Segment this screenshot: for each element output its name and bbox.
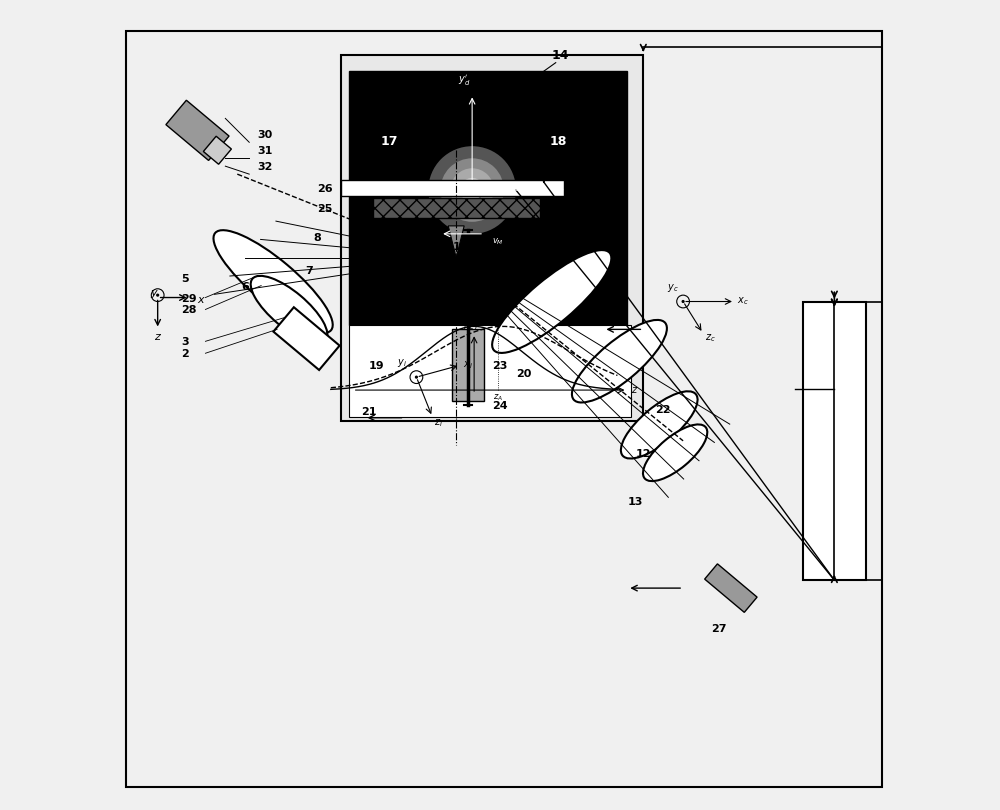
Polygon shape (448, 226, 464, 258)
Circle shape (156, 293, 159, 296)
Ellipse shape (572, 320, 667, 403)
Text: 30: 30 (257, 130, 272, 140)
Ellipse shape (251, 276, 327, 343)
Bar (341, 181, 564, 196)
Text: 26: 26 (317, 185, 333, 194)
Text: $z_A$: $z_A$ (493, 393, 503, 403)
Bar (341, 55, 643, 421)
Text: 28: 28 (182, 305, 197, 315)
Circle shape (450, 168, 494, 212)
Text: 27: 27 (711, 624, 726, 634)
Text: 2: 2 (182, 349, 189, 359)
Text: 12: 12 (635, 449, 651, 458)
Bar (273, 307, 340, 370)
Circle shape (467, 185, 477, 195)
Text: $z_i$: $z_i$ (434, 417, 443, 428)
Circle shape (682, 300, 685, 303)
Bar (349, 326, 631, 417)
Bar (349, 70, 627, 326)
Text: $x$: $x$ (197, 295, 206, 305)
Text: $I(z)$: $I(z)$ (463, 321, 477, 332)
Text: 17: 17 (381, 135, 398, 148)
Text: 21: 21 (361, 407, 376, 416)
Text: 14: 14 (552, 49, 569, 62)
Text: $z$: $z$ (631, 385, 639, 395)
Bar (373, 198, 540, 218)
Text: $y_d'$: $y_d'$ (458, 73, 470, 87)
Text: 25: 25 (317, 204, 332, 215)
Ellipse shape (621, 391, 698, 458)
Text: 10: 10 (452, 241, 468, 252)
Text: 31: 31 (257, 147, 273, 156)
Ellipse shape (213, 230, 333, 333)
Circle shape (415, 376, 418, 379)
Bar (803, 301, 866, 580)
Bar (203, 136, 231, 164)
Text: $z$: $z$ (154, 332, 162, 342)
Text: $y$: $y$ (150, 288, 159, 300)
Text: $y_i$: $y_i$ (397, 357, 406, 369)
Bar (166, 100, 229, 160)
Text: $v_M$: $v_M$ (492, 237, 504, 247)
Text: 6: 6 (241, 282, 249, 292)
Circle shape (440, 158, 504, 222)
Text: 18: 18 (549, 135, 567, 148)
Text: 9: 9 (400, 222, 408, 232)
Text: 24: 24 (492, 401, 508, 411)
Text: 23: 23 (492, 361, 507, 371)
Text: $z_c$: $z_c$ (705, 332, 716, 343)
Bar (452, 330, 484, 401)
Circle shape (477, 191, 483, 197)
Text: $x_d'$: $x_d'$ (552, 183, 564, 198)
Text: $x_c$: $x_c$ (737, 296, 749, 308)
Text: 19: 19 (369, 361, 384, 371)
Text: 7: 7 (305, 266, 313, 275)
Text: 22: 22 (655, 405, 671, 415)
Ellipse shape (643, 424, 707, 481)
Circle shape (428, 146, 516, 234)
Text: 11: 11 (500, 276, 516, 286)
Circle shape (467, 185, 478, 195)
Circle shape (460, 178, 484, 202)
Text: 13: 13 (627, 497, 643, 506)
Bar (705, 564, 757, 612)
Text: 3: 3 (182, 337, 189, 347)
Text: $y_c$: $y_c$ (667, 282, 679, 293)
Text: $x_i$: $x_i$ (463, 360, 472, 371)
Circle shape (467, 185, 478, 195)
Ellipse shape (492, 250, 611, 353)
Text: 5: 5 (182, 274, 189, 284)
Text: $\theta$: $\theta$ (480, 258, 490, 273)
Text: 29: 29 (182, 293, 197, 304)
Text: $\theta$: $\theta$ (436, 258, 446, 273)
Text: 32: 32 (257, 162, 273, 173)
Text: 20: 20 (516, 369, 531, 379)
Text: 8: 8 (313, 233, 321, 243)
